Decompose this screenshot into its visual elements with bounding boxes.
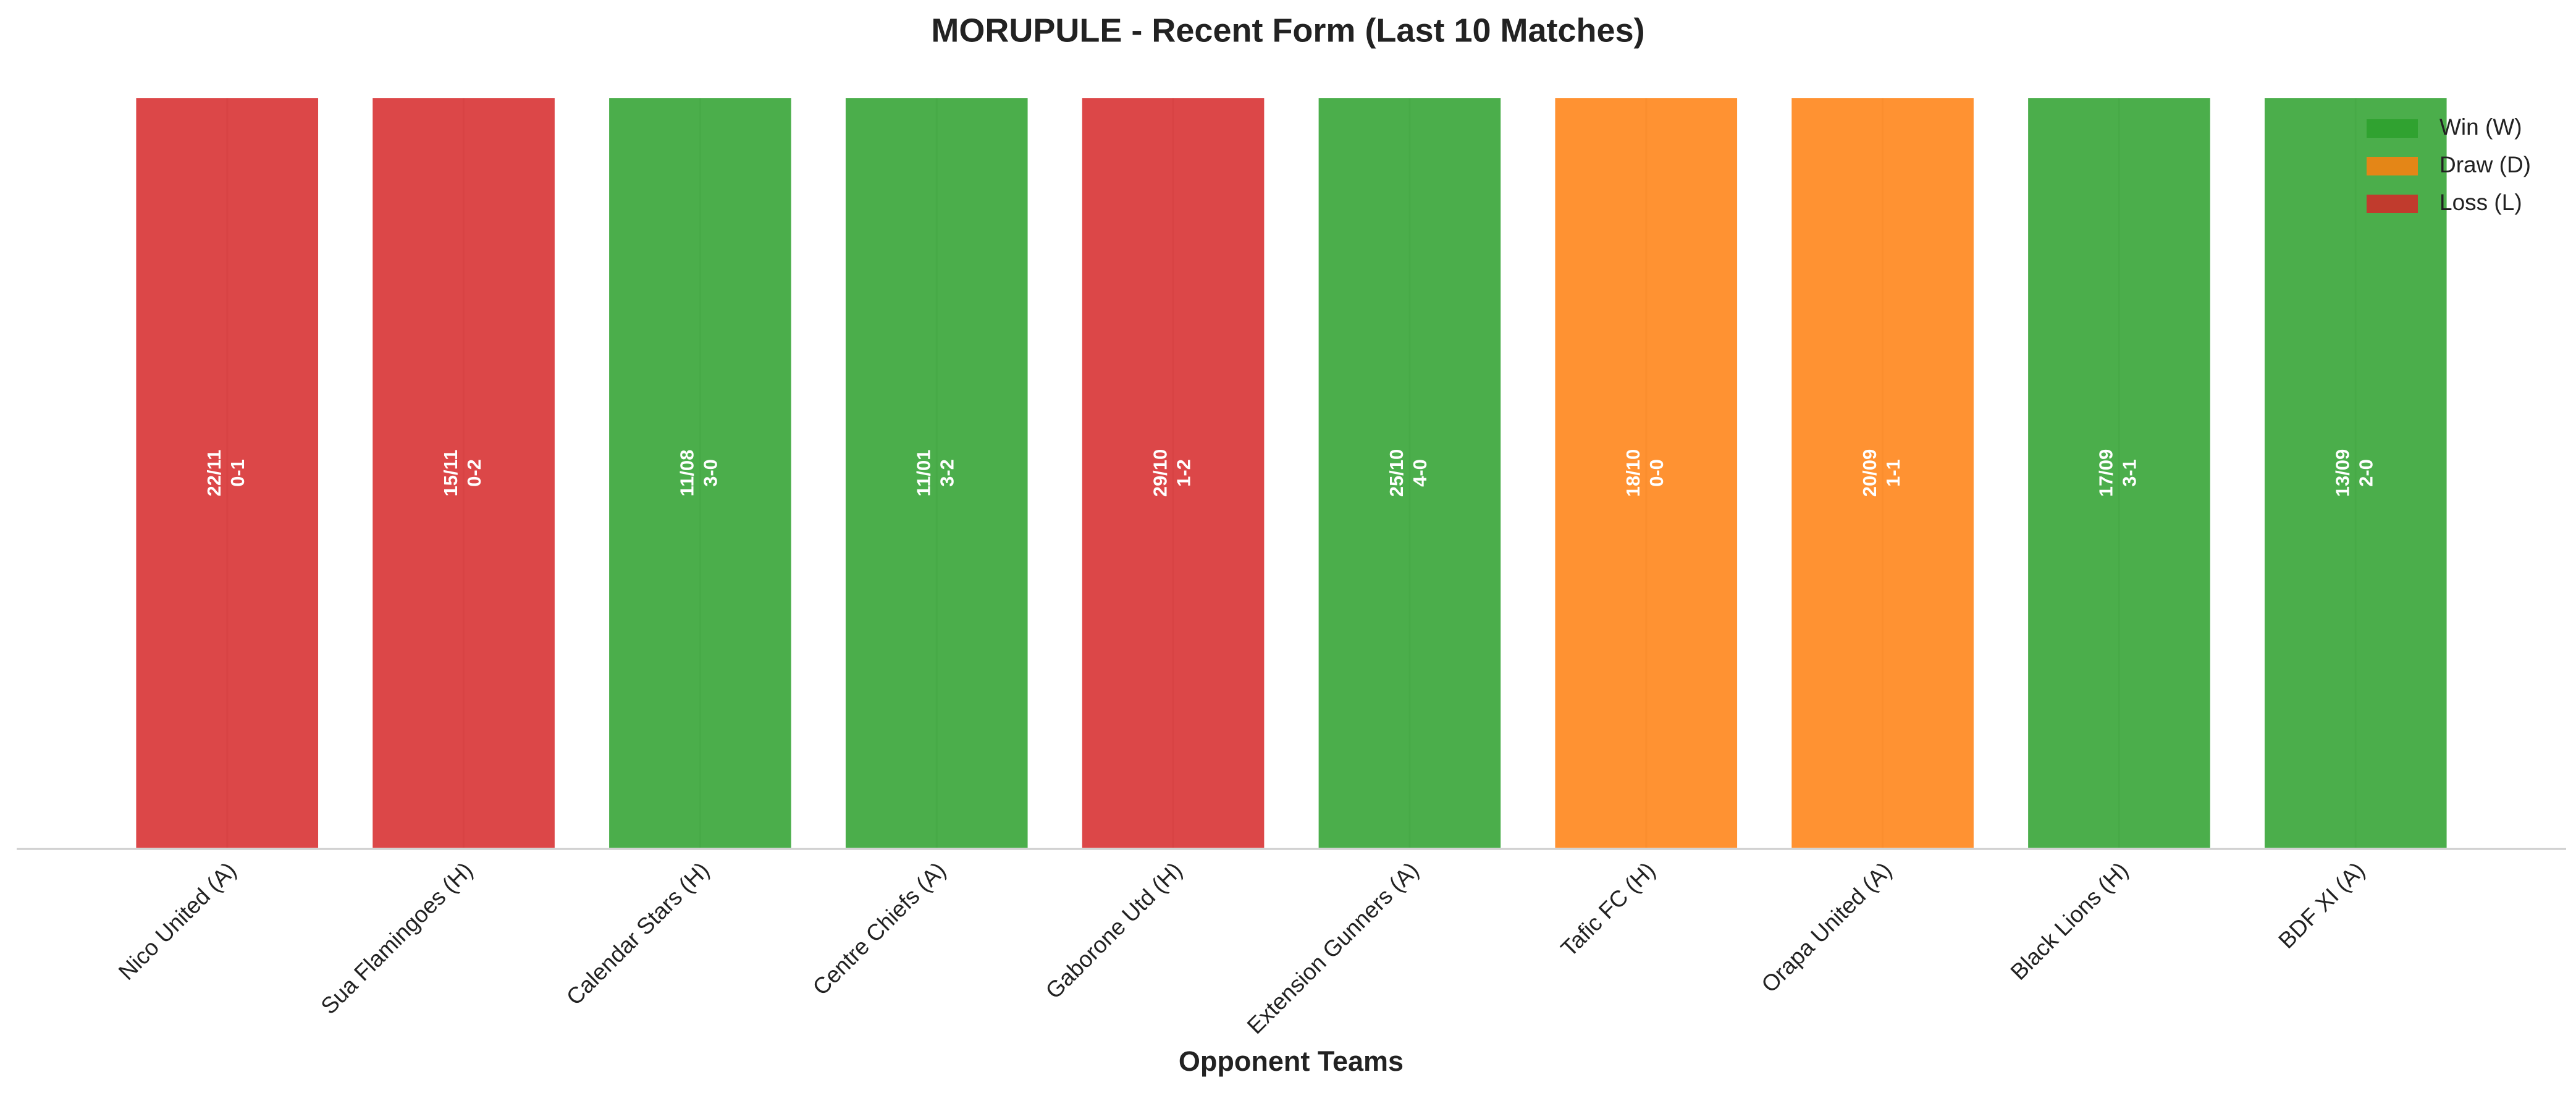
x-tick-label: BDF XI (A) [2273, 858, 2369, 953]
x-tick-label: Centre Chiefs (A) [808, 858, 951, 1000]
bar-score-label: 4-0 [1409, 459, 1431, 487]
bar-date-label: 11/01 [912, 450, 934, 497]
bar [1552, 96, 1740, 850]
bar-score-label: 2-0 [2355, 459, 2376, 487]
bar-score-label: 0-1 [227, 459, 248, 487]
x-tick-label: Gaborone Utd (H) [1041, 858, 1187, 1004]
x-tick-label: Orapa United (A) [1756, 858, 1896, 998]
x-tick-label: Black Lions (H) [2006, 858, 2133, 985]
x-tick-label: Nico United (A) [114, 858, 241, 985]
chart-title: MORUPULE - Recent Form (Last 10 Matches) [931, 12, 1644, 49]
legend-label: Draw (D) [2439, 152, 2531, 177]
bar [1079, 96, 1267, 850]
bar [1789, 96, 1976, 850]
bar-score-label: 0-2 [463, 459, 485, 487]
bar-date-label: 17/09 [2095, 449, 2117, 497]
bar-score-label: 0-0 [1646, 459, 1667, 487]
bar-date-label: 11/08 [676, 450, 698, 497]
bar-date-label: 25/10 [1386, 449, 1407, 497]
legend-swatch [2367, 195, 2418, 213]
legend-swatch [2367, 119, 2418, 138]
bar-date-label: 22/11 [203, 450, 225, 497]
bar-score-label: 3-0 [700, 459, 722, 487]
bar [843, 96, 1030, 850]
bar-date-label: 18/10 [1622, 449, 1644, 497]
x-tick-label: Extension Gunners (A) [1242, 858, 1424, 1039]
legend-label: Win (W) [2439, 114, 2522, 140]
bar-date-label: 29/10 [1149, 449, 1171, 497]
bar-date-label: 20/09 [1859, 449, 1880, 497]
bar-score-label: 1-1 [1882, 459, 1904, 487]
bar-date-label: 13/09 [2331, 449, 2353, 497]
bar [370, 96, 557, 850]
bar-score-label: 1-2 [1172, 459, 1194, 487]
bar-date-label: 15/11 [440, 450, 461, 497]
bar-score-label: 3-2 [936, 459, 958, 487]
bar [133, 96, 321, 850]
legend-label: Loss (L) [2439, 190, 2522, 215]
legend-swatch [2367, 157, 2418, 175]
x-tick-label: Calendar Stars (H) [562, 858, 714, 1010]
bar-score-label: 3-1 [2119, 459, 2140, 487]
x-tick-label: Sua Flamingoes (H) [316, 858, 478, 1019]
bar [1316, 96, 1504, 850]
x-axis-label: Opponent Teams [1179, 1045, 1404, 1077]
x-tick-label: Tafic FC (H) [1556, 858, 1661, 962]
bar [2026, 96, 2213, 850]
bar [2262, 96, 2449, 850]
